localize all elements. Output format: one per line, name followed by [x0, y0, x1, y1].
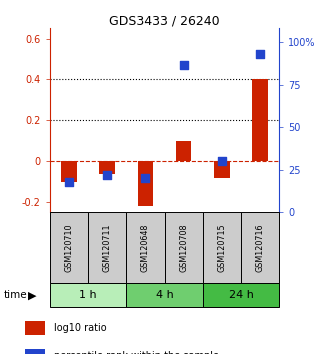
- Point: [143, 176, 148, 181]
- Bar: [50, 283, 126, 307]
- Bar: [25, 321, 45, 335]
- Point: [181, 62, 186, 67]
- Text: 1 h: 1 h: [79, 290, 97, 300]
- Text: 24 h: 24 h: [229, 290, 254, 300]
- Bar: [100, 161, 115, 173]
- Text: GSM120648: GSM120648: [141, 224, 150, 272]
- Title: GDS3433 / 26240: GDS3433 / 26240: [109, 14, 220, 27]
- Text: percentile rank within the sample: percentile rank within the sample: [54, 350, 219, 354]
- Bar: [88, 212, 126, 283]
- Bar: [203, 212, 241, 283]
- Bar: [214, 161, 230, 178]
- Bar: [126, 212, 164, 283]
- Text: GSM120711: GSM120711: [103, 223, 112, 272]
- Bar: [126, 283, 203, 307]
- Point: [219, 159, 224, 164]
- Point: [105, 172, 110, 178]
- Text: GSM120708: GSM120708: [179, 223, 188, 272]
- Bar: [253, 79, 268, 161]
- Text: time: time: [3, 290, 27, 300]
- Bar: [164, 212, 203, 283]
- Text: 4 h: 4 h: [156, 290, 173, 300]
- Text: GSM120715: GSM120715: [217, 223, 226, 272]
- Bar: [61, 161, 76, 182]
- Bar: [203, 283, 279, 307]
- Bar: [241, 212, 279, 283]
- Bar: [25, 349, 45, 354]
- Text: ▶: ▶: [28, 290, 36, 300]
- Bar: [176, 141, 191, 161]
- Point: [66, 179, 72, 185]
- Text: GSM120710: GSM120710: [65, 223, 74, 272]
- Bar: [50, 212, 88, 283]
- Text: log10 ratio: log10 ratio: [54, 323, 107, 333]
- Bar: [138, 161, 153, 206]
- Point: [257, 52, 263, 57]
- Text: GSM120716: GSM120716: [256, 223, 265, 272]
